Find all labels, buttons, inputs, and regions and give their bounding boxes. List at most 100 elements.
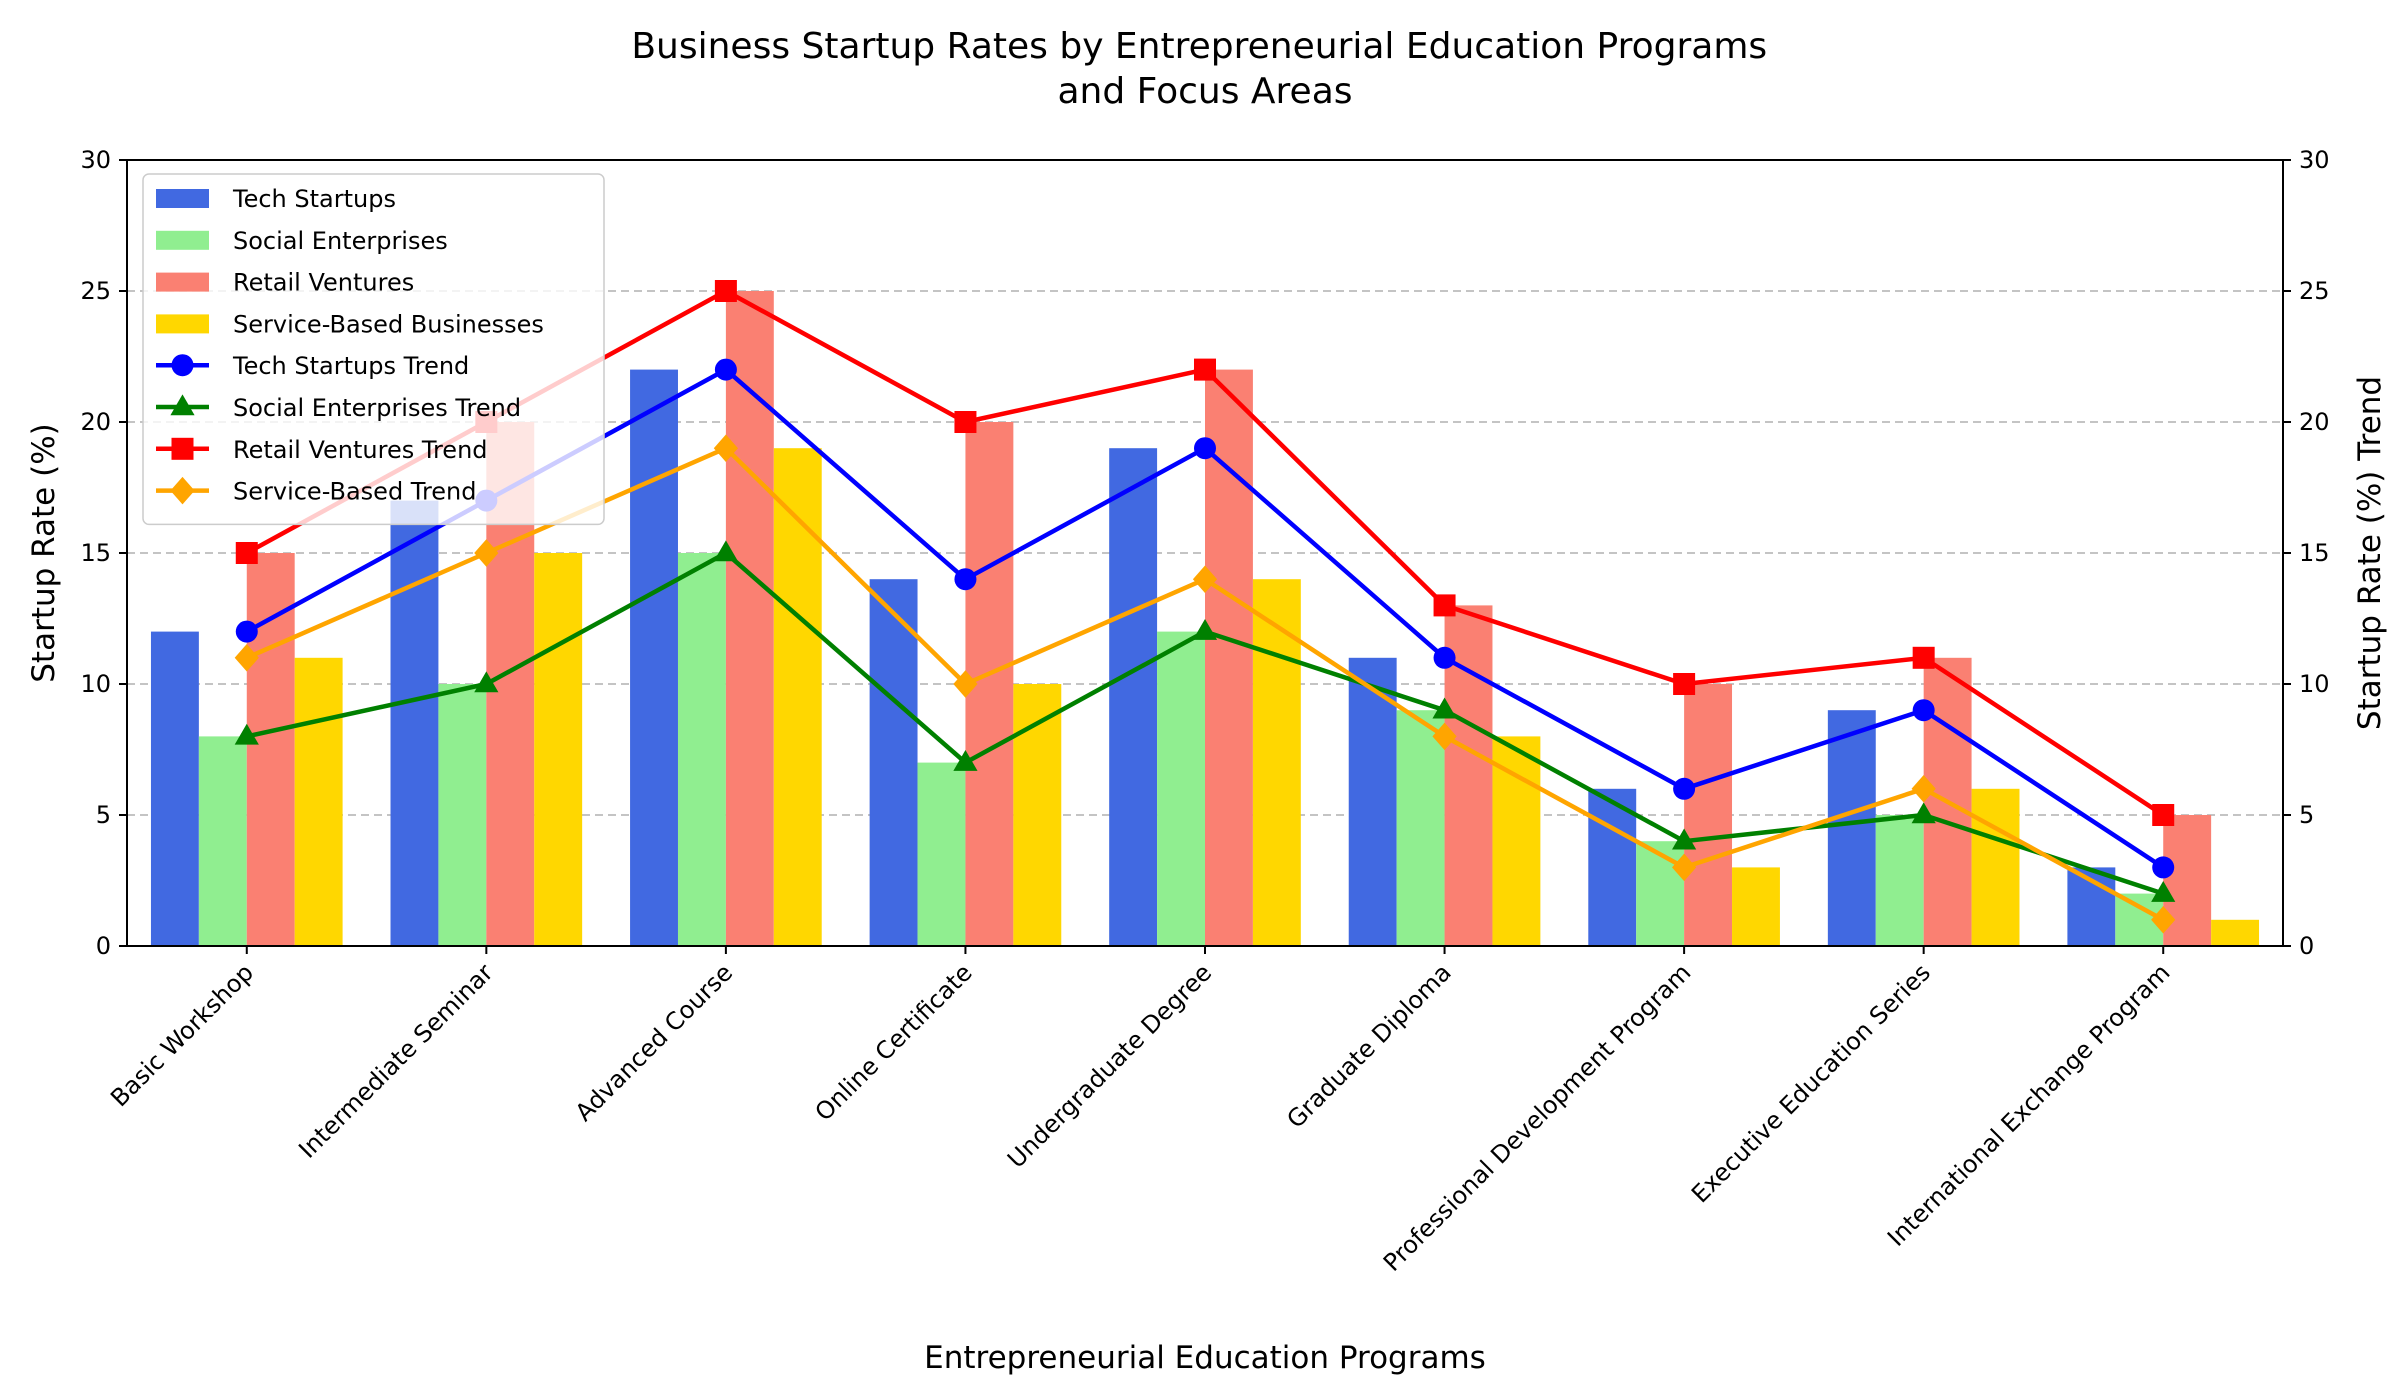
data-point — [713, 540, 738, 562]
data-point — [1911, 775, 1936, 803]
bar — [1205, 369, 1253, 947]
bar — [1348, 657, 1397, 946]
legend-label: Retail Ventures Trend — [233, 436, 488, 464]
legend-label: Tech Startups Trend — [232, 352, 469, 380]
data-point — [1433, 594, 1456, 617]
data-point — [1432, 722, 1457, 751]
bar — [1732, 867, 1780, 946]
legend-item: Service-Based Businesses — [156, 310, 544, 338]
legend-swatch — [156, 314, 209, 334]
y-tick-label-right: 10 — [2299, 670, 2330, 698]
data-point — [1912, 699, 1935, 722]
bar — [869, 579, 918, 946]
y-tick-label-right: 15 — [2299, 539, 2330, 567]
bar-series-3 — [294, 448, 2260, 946]
chart-title: Business Startup Rates by Entrepreneuria… — [631, 26, 1778, 112]
y-tick-label: 15 — [80, 539, 111, 567]
data-point — [714, 280, 737, 302]
data-point — [234, 644, 259, 672]
bar — [1157, 631, 1205, 946]
legend-label: Service-Based Businesses — [233, 310, 544, 338]
trend-series-1 — [234, 540, 2176, 902]
y-tick-label-right: 20 — [2299, 408, 2330, 436]
legend-marker — [170, 394, 195, 416]
y-tick-label: 5 — [96, 801, 111, 829]
legend-item: Social Enterprises — [156, 227, 448, 255]
legend-label: Social Enterprises — [233, 227, 448, 255]
y-axis-label: Startup Rate (%) — [26, 423, 62, 683]
bar — [1013, 684, 1062, 946]
y-tick-label: 10 — [80, 670, 111, 698]
bar — [1684, 684, 1733, 946]
y-tick-label-right: 5 — [2299, 801, 2314, 829]
legend-label: Service-Based Trend — [233, 478, 477, 506]
chart-title-line-1: Business Startup Rates by Entrepreneuria… — [631, 26, 1767, 67]
legend: Tech Startups Social Enterprises Retail Ve… — [142, 173, 605, 526]
data-point — [954, 568, 977, 591]
legend-swatch — [156, 189, 209, 208]
legend-label: Social Enterprises Trend — [233, 394, 521, 422]
bar — [150, 631, 199, 946]
legend-marker — [171, 437, 194, 460]
y-tick-label-right: 25 — [2299, 277, 2330, 305]
data-point — [1911, 802, 1936, 824]
data-point — [1672, 853, 1697, 882]
y-axis-label-right: Startup Rate (%) Trend — [2352, 376, 2388, 730]
x-tick-label: Basic Workshop — [105, 958, 259, 1112]
data-point — [474, 539, 499, 567]
data-point — [235, 542, 258, 564]
bar-series-1 — [198, 553, 2164, 946]
data-point — [2152, 856, 2175, 879]
bar — [2163, 815, 2212, 946]
bar — [1636, 841, 1685, 946]
y-tick-label-right: 30 — [2299, 146, 2330, 174]
y-tick-label: 30 — [80, 146, 111, 174]
data-point — [954, 411, 977, 433]
bar — [1109, 448, 1158, 946]
bar-series-0 — [150, 369, 2116, 947]
bar — [773, 448, 822, 946]
chart-title-line-2: and Focus Areas — [1057, 71, 1352, 112]
legend-box — [142, 173, 605, 526]
bar — [1971, 788, 2020, 946]
y-tick-label: 0 — [96, 932, 111, 960]
data-point — [2151, 906, 2176, 934]
x-tick-label: International Exchange Program — [1882, 958, 2175, 1251]
legend-item: Retail Ventures — [156, 269, 414, 297]
x-tick-label: Intermediate Seminar — [293, 958, 498, 1163]
legend-label: Tech Startups — [232, 185, 396, 213]
data-point — [1194, 358, 1216, 381]
data-point — [1912, 646, 1935, 669]
bar — [246, 553, 295, 946]
x-tick-label: Online Certificate — [810, 958, 978, 1126]
bar — [390, 500, 439, 946]
bar — [534, 553, 583, 946]
x-tick-label: Advanced Course — [570, 958, 738, 1126]
data-point — [474, 671, 499, 693]
data-point — [235, 620, 258, 643]
legend-item: Tech Startups Trend — [156, 352, 469, 380]
bar — [917, 762, 966, 946]
legend-marker — [171, 354, 194, 377]
data-point — [713, 434, 738, 462]
legend-item: Retail Ventures Trend — [156, 436, 488, 464]
bar — [2211, 919, 2260, 946]
x-tick-label: Executive Education Series — [1686, 958, 1936, 1208]
bar — [1396, 710, 1445, 946]
legend-label: Retail Ventures — [233, 269, 414, 297]
x-tick-label: Undergraduate Degree — [1002, 958, 1217, 1173]
data-point — [1673, 673, 1696, 695]
bar — [438, 684, 487, 946]
bar — [677, 553, 726, 946]
bar-series — [150, 291, 2260, 947]
data-point — [953, 670, 978, 698]
legend-swatch — [156, 272, 209, 292]
bar — [1588, 788, 1637, 946]
bar — [1875, 815, 1924, 946]
legend-swatch — [156, 230, 209, 250]
data-point — [1194, 437, 1216, 460]
y-tick-label: 25 — [80, 277, 111, 305]
data-point — [953, 749, 978, 771]
bar — [630, 369, 678, 947]
